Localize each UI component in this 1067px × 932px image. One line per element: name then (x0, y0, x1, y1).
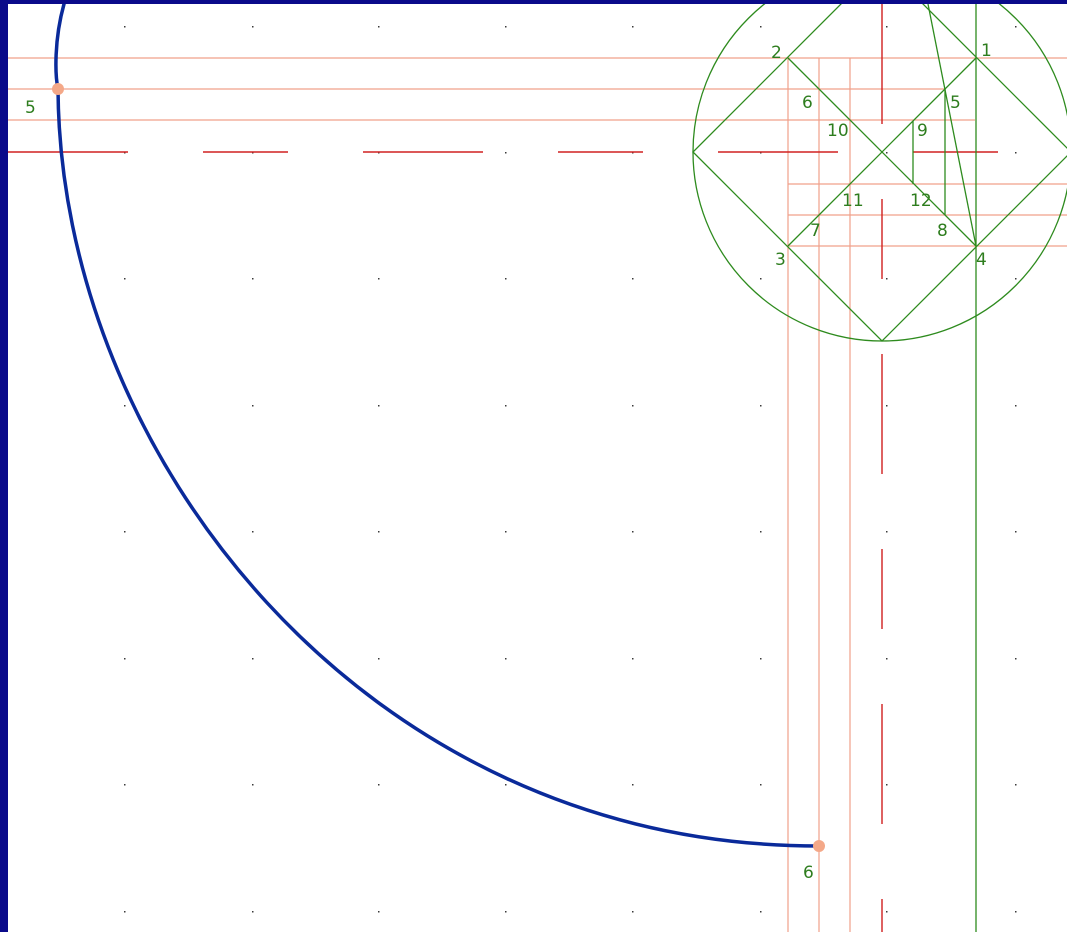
grid-dot (760, 531, 762, 533)
grid-dot (378, 658, 380, 660)
grid-dot (760, 278, 762, 280)
grid-dot (505, 278, 507, 280)
grid-dot (1015, 26, 1017, 28)
grid-dot (252, 152, 254, 154)
grid-dot (378, 531, 380, 533)
label-point-1: 1 (981, 41, 992, 61)
grid-dot (886, 911, 888, 913)
grid-dot (1015, 531, 1017, 533)
grid-dot (632, 278, 634, 280)
label-point-2: 2 (771, 43, 782, 63)
grid-dot (1015, 405, 1017, 407)
label-curve-end: 6 (803, 863, 814, 883)
grid-dot (505, 911, 507, 913)
grid-dot (124, 405, 126, 407)
grid-dot (760, 26, 762, 28)
geometry-lines (692, 4, 1067, 932)
label-point-4: 4 (976, 250, 987, 270)
grid-dot (1015, 152, 1017, 154)
point-labels: 1 2 3 4 5 6 7 8 9 10 11 12 5 6 (25, 41, 992, 883)
grid-dot (886, 405, 888, 407)
grid-dot (760, 405, 762, 407)
grid-dot (252, 531, 254, 533)
grid-dot (886, 152, 888, 154)
grid-dot (505, 26, 507, 28)
label-point-11: 11 (842, 191, 864, 211)
grid-dot (252, 26, 254, 28)
grid-dot (886, 784, 888, 786)
label-point-6: 6 (802, 93, 813, 113)
grid-dot (124, 278, 126, 280)
grid-dot (124, 531, 126, 533)
grid-dot (1015, 658, 1017, 660)
curve-end-point[interactable] (813, 840, 825, 852)
grid-dot (886, 658, 888, 660)
grid-dot (252, 405, 254, 407)
grid-dot (378, 26, 380, 28)
grid-dot (378, 405, 380, 407)
grid-dot (505, 784, 507, 786)
construction-lines (8, 57, 1067, 932)
label-point-9: 9 (917, 121, 928, 141)
grid-dot (886, 278, 888, 280)
label-curve-start: 5 (25, 98, 36, 118)
drawing-canvas[interactable]: 1 2 3 4 5 6 7 8 9 10 11 12 5 6 (8, 4, 1067, 932)
grid-dot (1015, 784, 1017, 786)
grid-dot (760, 152, 762, 154)
grid-dot (378, 911, 380, 913)
label-point-8: 8 (937, 221, 948, 241)
grid-dot (505, 152, 507, 154)
grid-dot (505, 531, 507, 533)
grid-dot (124, 152, 126, 154)
label-point-10: 10 (827, 121, 849, 141)
grid-dot (378, 152, 380, 154)
grid-dot (505, 658, 507, 660)
grid-dot (632, 911, 634, 913)
blue-arc-curve[interactable] (54, 4, 821, 848)
grid-dot (124, 658, 126, 660)
grid-dot (505, 405, 507, 407)
grid-dot (378, 278, 380, 280)
grid-dot (378, 784, 380, 786)
grid-dot (632, 658, 634, 660)
grid-dot (632, 26, 634, 28)
grid-dot (632, 405, 634, 407)
grid-dot (760, 658, 762, 660)
grid-dot (124, 911, 126, 913)
grid-dot (252, 911, 254, 913)
curve-start-point[interactable] (52, 83, 64, 95)
grid-dot (760, 911, 762, 913)
grid-dot (1015, 278, 1017, 280)
grid-dot (632, 152, 634, 154)
grid-dot (252, 784, 254, 786)
grid-dot (252, 278, 254, 280)
grid-dot (124, 784, 126, 786)
grid-dot (632, 531, 634, 533)
label-point-7: 7 (810, 221, 821, 241)
label-point-5: 5 (950, 93, 961, 113)
grid-dot (760, 784, 762, 786)
drawing-svg: 1 2 3 4 5 6 7 8 9 10 11 12 5 6 (8, 4, 1067, 932)
inscribed-square (692, 4, 1067, 342)
slanted-line (927, 4, 977, 247)
grid-dot (252, 658, 254, 660)
label-point-3: 3 (775, 250, 786, 270)
grid-dot (124, 26, 126, 28)
grid-dots (124, 26, 1017, 913)
grid-dot (632, 784, 634, 786)
center-lines (8, 4, 1067, 932)
label-point-12: 12 (910, 191, 932, 211)
grid-dot (886, 26, 888, 28)
grid-dot (1015, 911, 1017, 913)
construction-circle (692, 4, 1067, 342)
grid-dot (886, 531, 888, 533)
